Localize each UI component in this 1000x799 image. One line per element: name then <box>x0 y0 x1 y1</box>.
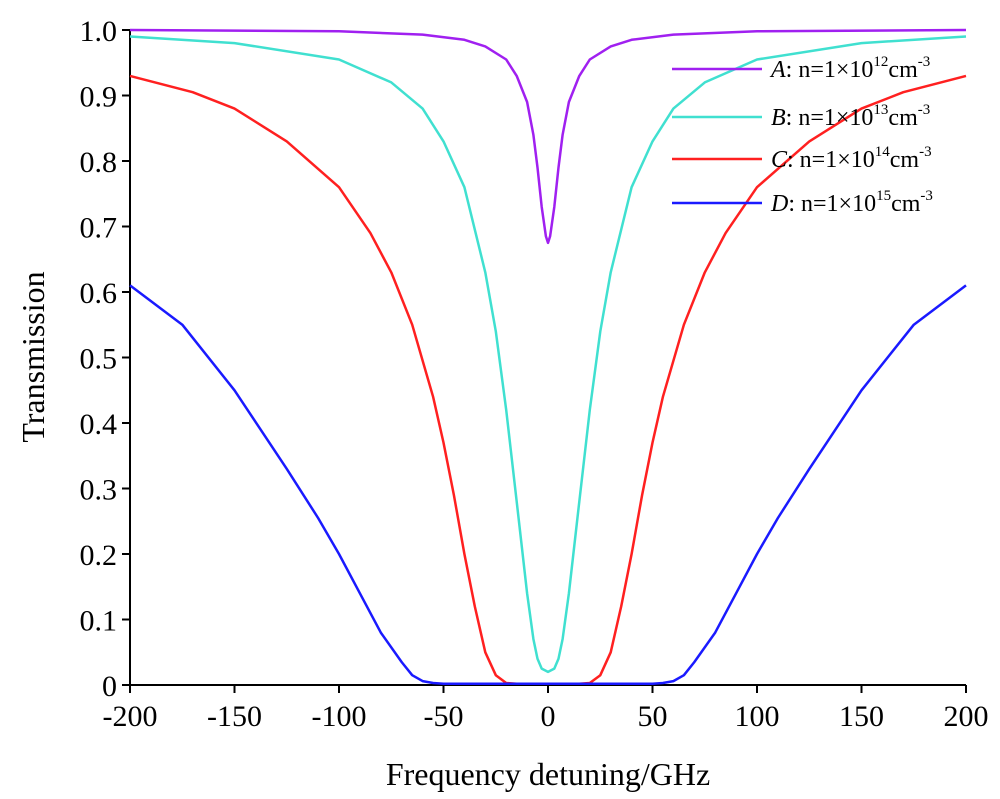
legend-text-part: cm <box>888 105 918 131</box>
legend-item-c: C: n=1×1014cm-3 <box>672 144 932 173</box>
legend: A: n=1×1012cm-3B: n=1×1013cm-3C: n=1×101… <box>672 54 933 217</box>
y-tick-label: 0.9 <box>80 81 118 114</box>
legend-text-part: -3 <box>918 102 931 118</box>
y-tick-label: 0.8 <box>80 146 118 179</box>
legend-item-d: D: n=1×1015cm-3 <box>672 188 933 217</box>
legend-text-part: -3 <box>919 144 932 160</box>
legend-text-part: cm <box>891 191 921 217</box>
legend-text-part: -3 <box>918 54 931 70</box>
legend-text-part: D <box>770 191 788 217</box>
legend-label: C: n=1×1014cm-3 <box>771 144 932 173</box>
legend-label: B: n=1×1013cm-3 <box>771 102 930 131</box>
x-tick-label: 200 <box>944 700 989 733</box>
legend-text-part: C <box>771 147 788 173</box>
legend-text-part: : n=1×10 <box>788 191 876 217</box>
legend-text-part: : n=1×10 <box>786 57 874 83</box>
x-tick-label: 100 <box>735 700 780 733</box>
y-tick-label: 0.7 <box>80 212 118 245</box>
x-tick-label: 50 <box>638 700 668 733</box>
x-tick-label: 0 <box>541 700 556 733</box>
legend-text-part: A <box>769 57 786 83</box>
series-lines <box>129 28 967 685</box>
x-tick-label: -150 <box>207 700 262 733</box>
legend-label: D: n=1×1015cm-3 <box>770 188 933 217</box>
y-tick-label: 0.4 <box>80 408 118 441</box>
y-tick-label: 0.2 <box>80 539 118 572</box>
legend-text-part: cm <box>888 57 918 83</box>
y-tick-label: 1.0 <box>80 15 118 48</box>
series-line-d <box>129 284 967 685</box>
y-axis-title: Transmission <box>15 271 51 442</box>
series-line-a <box>129 28 967 245</box>
legend-text-part: : n=1×10 <box>786 105 874 131</box>
legend-text-part: 13 <box>873 102 888 118</box>
plot-area: -200 -150 -100 -50 0 50 100 150 200 0 0.1 0.2 0.3 0.… <box>80 15 989 733</box>
y-tick-label: 0.3 <box>80 474 118 507</box>
y-tick-label: 0.5 <box>80 343 118 376</box>
y-tick-label: 0 <box>102 670 117 703</box>
legend-text-part: 12 <box>873 54 888 70</box>
x-axis-ticks: -200 -150 -100 -50 0 50 100 150 200 <box>103 685 989 733</box>
y-tick-label: 0.6 <box>80 277 118 310</box>
legend-label: A: n=1×1012cm-3 <box>769 54 930 83</box>
x-tick-label: -200 <box>103 700 158 733</box>
x-tick-label: -50 <box>424 700 464 733</box>
y-tick-label: 0.1 <box>80 605 118 638</box>
legend-text-part: 14 <box>875 144 891 160</box>
legend-text-part: cm <box>890 147 920 173</box>
series-line-b <box>129 35 967 674</box>
y-axis-ticks: 0 0.1 0.2 0.3 0.4 0.5 0.6 0.7 0.8 0.9 1.0 <box>80 15 130 703</box>
legend-item-b: B: n=1×1013cm-3 <box>672 102 930 131</box>
legend-text-part: B <box>771 105 786 131</box>
legend-text-part: -3 <box>920 188 933 204</box>
legend-item-a: A: n=1×1012cm-3 <box>672 54 930 83</box>
x-axis-title: Frequency detuning/GHz <box>386 756 710 792</box>
legend-text-part: : n=1×10 <box>787 147 875 173</box>
x-tick-label: -100 <box>312 700 367 733</box>
x-tick-label: 150 <box>839 700 884 733</box>
legend-text-part: 15 <box>876 188 891 204</box>
